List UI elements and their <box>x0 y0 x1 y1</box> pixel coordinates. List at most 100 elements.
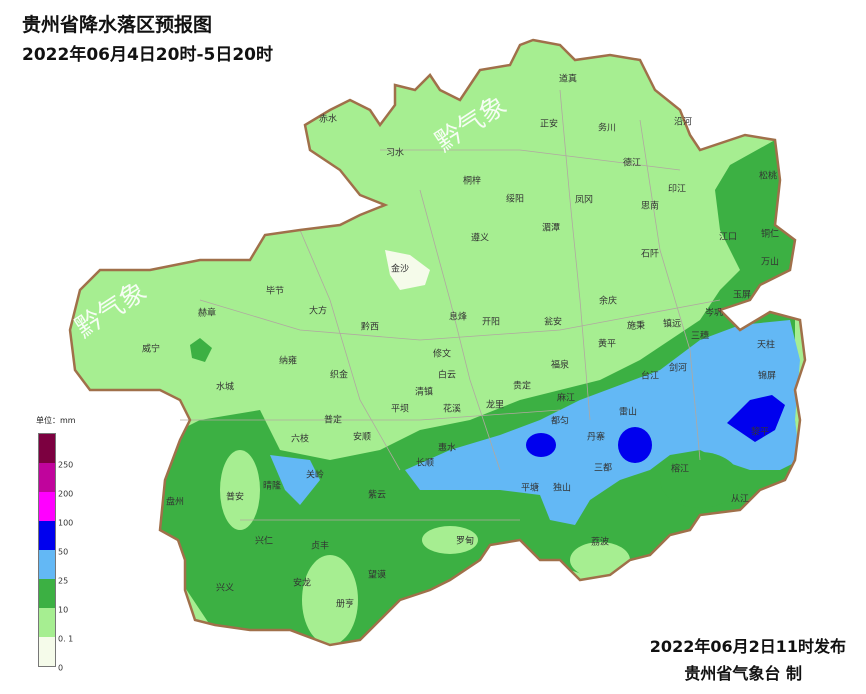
legend-tick-label: 0. 1 <box>58 634 74 644</box>
legend-tick-label: 10 <box>58 605 69 615</box>
place-label: 水城 <box>215 382 235 393</box>
legend-unit: 单位：mm <box>36 416 76 425</box>
place-label: 毕节 <box>265 286 285 297</box>
place-label: 荔波 <box>590 537 610 548</box>
legend-swatch <box>39 434 55 463</box>
place-label: 绥阳 <box>505 194 525 205</box>
place-label: 沿河 <box>673 117 693 128</box>
place-label: 六枝 <box>290 434 310 445</box>
place-label: 册亨 <box>335 599 355 610</box>
place-label: 黎平 <box>750 427 770 438</box>
place-label: 平坝 <box>390 404 410 415</box>
rain-zone-heavy-west <box>270 455 320 505</box>
place-label: 江口 <box>718 232 738 243</box>
place-label: 威宁 <box>141 344 161 355</box>
legend-swatch <box>39 521 55 550</box>
place-label: 务川 <box>597 123 617 134</box>
place-label: 关岭 <box>305 470 325 481</box>
legend-tick-label: 50 <box>58 547 69 557</box>
place-label: 安龙 <box>292 578 312 589</box>
legend-swatch <box>39 550 55 579</box>
legend-tick-label: 100 <box>58 518 74 528</box>
place-label: 普安 <box>225 492 245 503</box>
place-label: 赫章 <box>197 308 217 319</box>
place-label: 修文 <box>432 349 452 360</box>
rain-zone-light-libo <box>570 542 630 578</box>
place-label: 遵义 <box>470 233 490 244</box>
rain-zone-light-luodian <box>422 526 478 554</box>
place-label: 台江 <box>640 371 660 382</box>
legend-tick-label: 250 <box>58 460 74 470</box>
place-label: 天柱 <box>756 340 776 351</box>
legend-tick-label: 200 <box>58 489 74 499</box>
legend-tick-label: 25 <box>58 576 69 586</box>
legend-tick-label: 0 <box>58 663 64 673</box>
place-label: 松桃 <box>758 171 778 182</box>
rain-zone-moderate <box>160 140 800 645</box>
place-label: 铜仁 <box>760 229 780 240</box>
place-label: 玉屏 <box>732 290 752 301</box>
county-borders <box>180 89 721 521</box>
place-label: 桐梓 <box>462 176 482 187</box>
issue-time: 2022年06月2日11时发布 <box>649 637 846 656</box>
place-label: 普定 <box>323 415 343 426</box>
place-label: 紫云 <box>367 490 387 501</box>
place-label: 从江 <box>730 494 750 505</box>
rain-zone-rainstorm-duyun <box>526 433 556 457</box>
place-label: 施秉 <box>626 321 646 332</box>
place-label: 兴仁 <box>254 536 274 547</box>
place-label: 印江 <box>667 184 687 195</box>
place-label: 白云 <box>437 370 457 381</box>
place-label: 晴隆 <box>262 481 282 492</box>
place-label: 思南 <box>640 201 660 212</box>
legend-swatch <box>39 637 55 666</box>
place-label: 德江 <box>622 158 642 169</box>
place-label: 石阡 <box>640 249 660 260</box>
place-label: 丹寨 <box>586 432 606 443</box>
legend-swatch <box>39 579 55 608</box>
issuer: 贵州省气象台 制 <box>684 664 802 683</box>
place-label: 麻江 <box>556 393 576 404</box>
place-label: 正安 <box>539 119 559 130</box>
rain-zone-moderate-rongjiang <box>660 452 740 508</box>
legend-swatch <box>39 492 55 521</box>
place-label: 望谟 <box>367 570 387 581</box>
rain-zone-rainstorm-liping <box>727 395 785 442</box>
place-label: 织金 <box>329 370 349 381</box>
legend-swatch <box>39 463 55 492</box>
place-label: 贞丰 <box>310 541 330 552</box>
place-label: 长顺 <box>415 458 435 469</box>
place-label: 盘州 <box>165 497 185 508</box>
place-label: 平塘 <box>520 483 540 494</box>
place-label: 惠水 <box>437 443 457 454</box>
place-label: 万山 <box>760 257 780 268</box>
place-label: 龙里 <box>485 400 505 411</box>
place-label: 清镇 <box>414 387 434 398</box>
place-label: 花溪 <box>442 404 462 415</box>
place-label: 都匀 <box>550 416 570 427</box>
map-title: 贵州省降水落区预报图 <box>22 14 213 36</box>
place-label: 锦屏 <box>757 371 777 382</box>
place-label: 榕江 <box>670 464 690 475</box>
rain-zone-heavy <box>405 320 800 525</box>
place-label: 道真 <box>558 74 578 85</box>
rain-zone-none <box>385 250 430 290</box>
place-label: 安顺 <box>352 432 372 443</box>
place-label: 金沙 <box>390 264 410 275</box>
place-label: 三穗 <box>690 331 710 342</box>
place-label: 贵定 <box>512 381 532 392</box>
rain-zone-moderate-weining <box>190 338 212 362</box>
place-label: 黔西 <box>360 322 380 333</box>
place-label: 黄平 <box>597 339 617 350</box>
rain-zone-rainstorm-danzhai <box>618 427 652 463</box>
rain-zone-light-puan <box>220 450 260 530</box>
place-label: 息烽 <box>448 312 468 323</box>
place-label: 兴义 <box>215 583 235 594</box>
place-label: 瓮安 <box>543 317 563 328</box>
place-label: 岑巩 <box>704 308 724 319</box>
place-label: 余庆 <box>598 296 618 307</box>
place-label: 福泉 <box>550 360 570 371</box>
place-label: 大方 <box>308 306 328 317</box>
